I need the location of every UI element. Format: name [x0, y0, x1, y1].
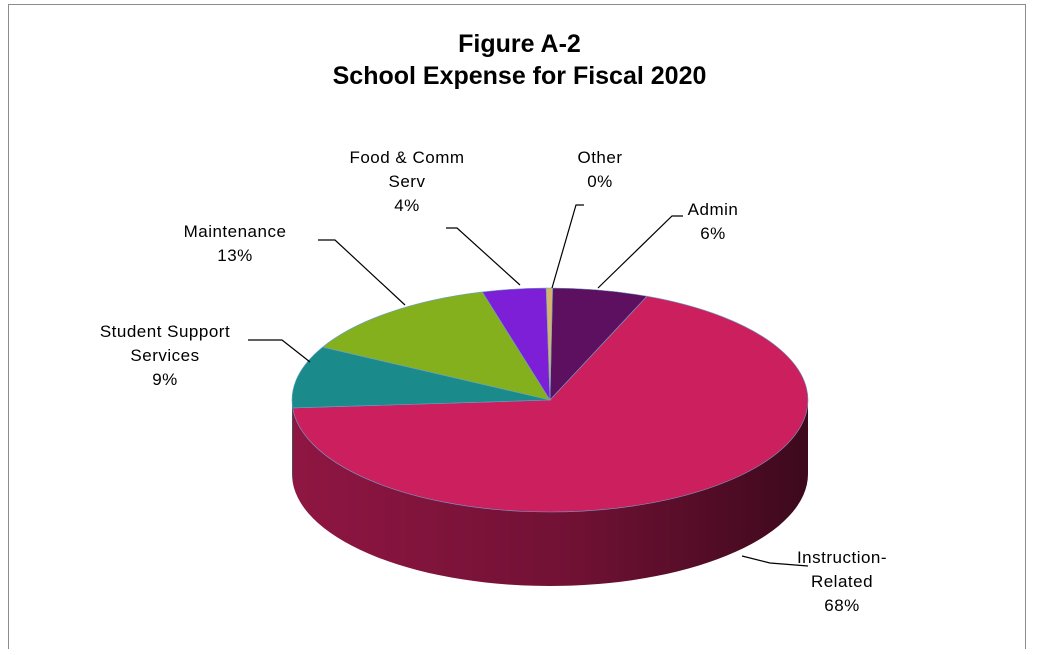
pie-slice-side	[292, 400, 293, 482]
slice-label: Serv	[389, 172, 426, 191]
slice-percent: 68%	[824, 596, 860, 615]
pie-slice	[321, 291, 551, 401]
slice-label: Services	[130, 346, 199, 365]
leader-line	[597, 215, 683, 289]
slice-label: Other	[577, 148, 622, 167]
leader-line	[741, 555, 809, 567]
chart-title: Figure A-2	[458, 30, 581, 58]
leader-line	[446, 227, 521, 286]
slice-percent: 6%	[700, 224, 726, 243]
slice-label: Admin	[688, 200, 739, 219]
slice-label: Food & Comm	[349, 148, 464, 167]
slice-label: Student Support	[100, 322, 230, 341]
pie-slice-side	[292, 400, 808, 587]
slice-percent: 0%	[587, 172, 613, 191]
slice-percent: 13%	[217, 246, 253, 265]
slice-percent: 4%	[394, 196, 420, 215]
pie-slice	[292, 295, 809, 513]
leader-line	[551, 204, 584, 289]
slice-label: Maintenance	[184, 222, 287, 241]
slice-percent: 9%	[152, 370, 178, 389]
leader-line	[318, 239, 406, 306]
pie-slice	[291, 346, 551, 409]
chart-subtitle: School Expense for Fiscal 2020	[332, 62, 707, 90]
slice-label: Related	[811, 572, 873, 591]
leader-line	[248, 339, 311, 363]
slice-label: Instruction-	[797, 548, 887, 567]
